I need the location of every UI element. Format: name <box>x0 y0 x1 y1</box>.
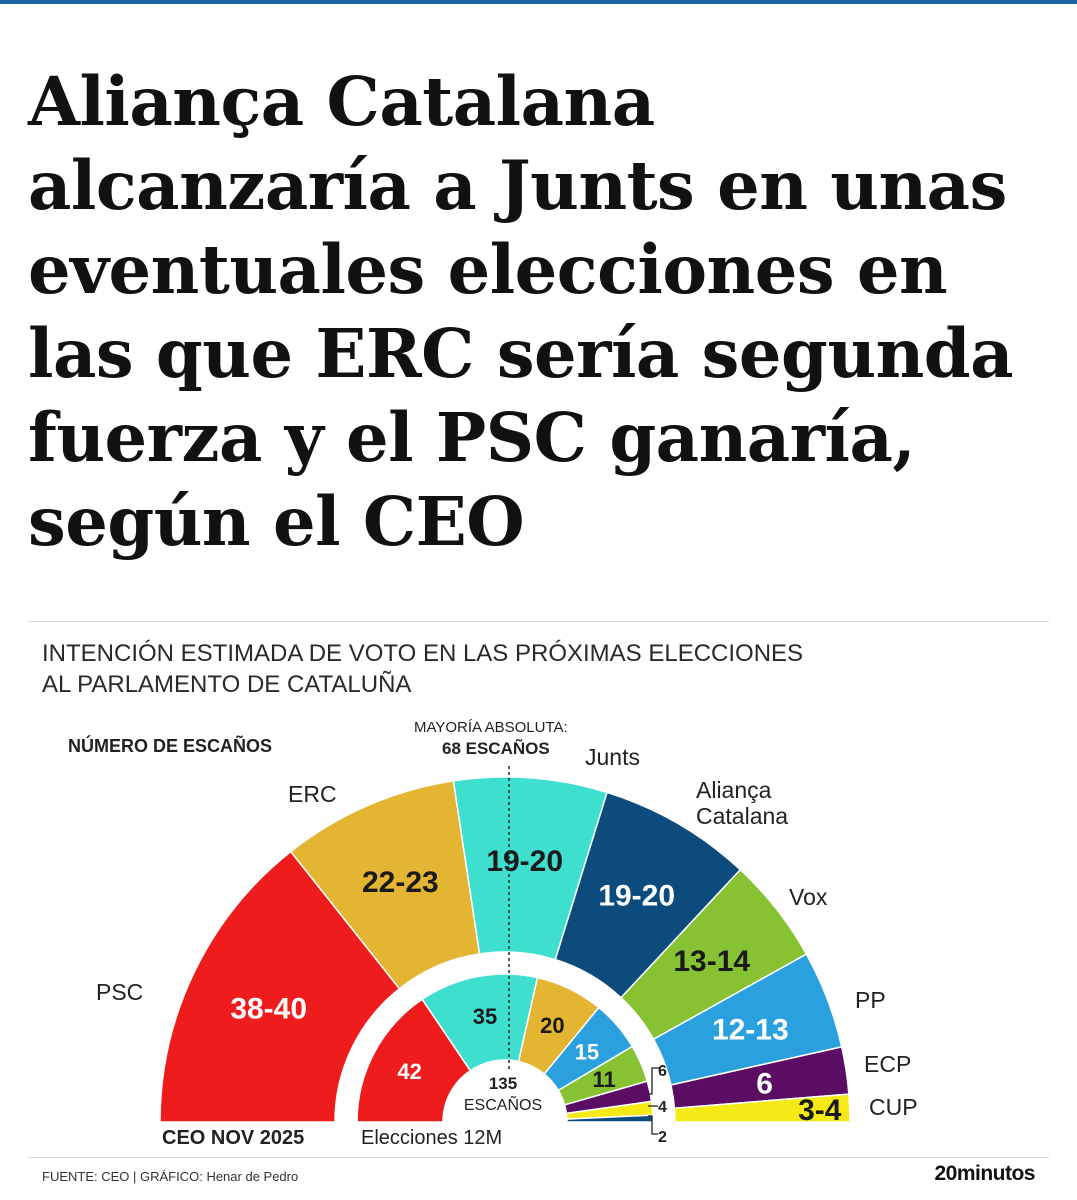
party-label-cup: CUP <box>869 1094 918 1120</box>
chart-bottom-divider <box>28 1157 1049 1158</box>
inner-value-alianca-catalana: 2 <box>658 1129 667 1146</box>
headline-line: fuerza y el PSC ganaría, <box>28 398 916 477</box>
chart-subtitle: NÚMERO DE ESCAÑOS <box>68 736 273 756</box>
chart-top-divider <box>28 621 1049 622</box>
headline-line: alcanzaría a Junts en unas <box>28 146 1007 225</box>
inner-value-junts: 35 <box>473 1004 497 1029</box>
headline-line: según el CEO <box>28 482 525 561</box>
headline-line: eventuales elecciones en <box>28 230 948 309</box>
majority-label-line2: 68 ESCAÑOS <box>442 739 550 758</box>
inner-callout-line-alianca-catalana <box>648 1115 658 1135</box>
inner-value-vox: 11 <box>593 1067 616 1092</box>
inner-callout-line-ecp <box>648 1067 660 1095</box>
outer-value-erc: 22-23 <box>362 866 439 899</box>
headline-line: las que ERC sería segunda <box>28 314 1014 393</box>
inner-value-cup: 4 <box>658 1099 667 1116</box>
chart-title-line: INTENCIÓN ESTIMADA DE VOTO EN LAS PRÓXIM… <box>42 640 804 667</box>
inner-segment-alianca-catalana <box>566 1114 654 1123</box>
party-label-erc: ERC <box>288 781 337 807</box>
inner-value-ecp: 6 <box>658 1063 667 1080</box>
outer-value-psc: 38-40 <box>230 993 307 1026</box>
source-credit: FUENTE: CEO | GRÁFICO: Henar de Pedro <box>42 1169 299 1184</box>
party-label-vox: Vox <box>789 884 828 910</box>
headline: Aliança Catalana alcanzaría a Junts en u… <box>28 60 1058 564</box>
outer-value-ecp: 6 <box>756 1068 773 1101</box>
inner-segment-psc <box>356 998 472 1123</box>
party-label-junts: Junts <box>585 744 640 770</box>
majority-label-line1: MAYORÍA ABSOLUTA: <box>414 719 568 736</box>
outer-ring-caption: CEO NOV 2025 <box>162 1127 305 1149</box>
outer-value-pp: 12-13 <box>712 1013 789 1046</box>
outer-value-alianca-catalana: 19-20 <box>598 880 675 913</box>
inner-value-erc: 20 <box>540 1013 564 1038</box>
party-label-psc: PSC <box>96 979 144 1005</box>
chart-title: INTENCIÓN ESTIMADA DE VOTO EN LAS PRÓXIM… <box>42 638 803 700</box>
total-seats-unit: ESCAÑOS <box>464 1094 542 1114</box>
party-label-ecp: ECP <box>864 1051 912 1077</box>
outer-segment-psc <box>159 850 401 1123</box>
total-seats-value: 135 <box>489 1074 517 1093</box>
inner-value-psc: 42 <box>397 1059 421 1084</box>
outer-value-cup: 3-4 <box>798 1094 842 1127</box>
outer-segment-cup <box>673 1093 851 1123</box>
inner-value-pp: 15 <box>575 1040 599 1065</box>
chart-title-line: AL PARLAMENTO DE CATALUÑA <box>42 671 412 698</box>
top-accent-bar <box>0 0 1077 4</box>
brand-logo: 20minutos <box>934 1162 1035 1185</box>
outer-value-vox: 13-14 <box>673 945 750 978</box>
party-label-alianca: Aliança Catalana <box>696 777 789 829</box>
inner-ring-caption: Elecciones 12M <box>361 1127 503 1149</box>
outer-value-junts: 19-20 <box>486 845 563 878</box>
party-label-pp: PP <box>855 987 886 1013</box>
headline-line: Aliança Catalana <box>28 62 655 141</box>
